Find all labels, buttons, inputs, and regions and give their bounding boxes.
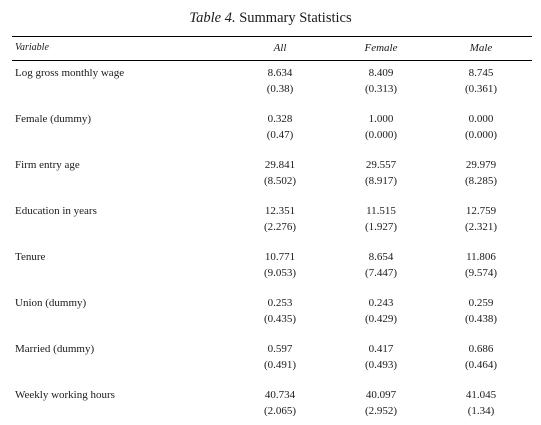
cell-female-mean: 40.097	[365, 389, 397, 401]
cell-male-mean: 0.259	[468, 297, 494, 309]
cell-female-mean: 8.409	[368, 67, 394, 79]
header-rule	[12, 60, 532, 61]
cell-male-mean: 11.806	[466, 251, 496, 263]
row-label: Female (dummy)	[15, 113, 92, 125]
cell-all-sd: (9.053)	[263, 267, 297, 279]
cell-all-mean: 12.351	[264, 205, 296, 217]
cell-all-mean: 0.597	[267, 343, 293, 355]
cell-all-sd: (2.276)	[263, 221, 297, 233]
cell-female-sd: (7.447)	[364, 267, 398, 279]
cell-female-sd: (1.927)	[364, 221, 398, 233]
table-caption: Table 4. Summary Statistics	[0, 10, 541, 27]
cell-male-sd: (0.361)	[464, 83, 498, 95]
cell-female-mean: 11.515	[366, 205, 396, 217]
header-all: All	[273, 42, 287, 54]
cell-all-sd: (2.065)	[263, 405, 297, 417]
header-variable: Variable	[15, 42, 49, 53]
row-label: Firm entry age	[15, 159, 80, 171]
row-label: Weekly working hours	[15, 389, 115, 401]
cell-female-mean: 0.417	[368, 343, 394, 355]
cell-male-mean: 8.745	[468, 67, 494, 79]
cell-male-sd: (9.574)	[464, 267, 498, 279]
cell-male-sd: (1.34)	[467, 405, 495, 417]
cell-female-sd: (0.000)	[364, 129, 398, 141]
header-male: Male	[469, 42, 493, 54]
cell-male-mean: 29.979	[465, 159, 497, 171]
cell-male-sd: (0.438)	[464, 313, 498, 325]
cell-male-mean: 0.000	[468, 113, 494, 125]
cell-all-sd: (0.47)	[266, 129, 294, 141]
row-label: Log gross monthly wage	[15, 67, 125, 79]
cell-female-sd: (0.429)	[364, 313, 398, 325]
cell-female-sd: (0.313)	[364, 83, 398, 95]
cell-all-sd: (0.491)	[263, 359, 297, 371]
row-label: Education in years	[15, 205, 97, 217]
cell-male-mean: 41.045	[465, 389, 497, 401]
row-label: Union (dummy)	[15, 297, 87, 309]
cell-all-sd: (8.502)	[263, 175, 297, 187]
cell-all-mean: 0.328	[267, 113, 293, 125]
cell-all-sd: (0.435)	[263, 313, 297, 325]
cell-female-mean: 0.243	[368, 297, 394, 309]
cell-male-mean: 12.759	[465, 205, 497, 217]
cell-male-mean: 0.686	[468, 343, 494, 355]
table-number: Table 4.	[189, 10, 236, 26]
cell-all-mean: 40.734	[264, 389, 296, 401]
header-female: Female	[364, 42, 398, 54]
cell-male-sd: (0.000)	[464, 129, 498, 141]
row-label: Married (dummy)	[15, 343, 95, 355]
cell-all-mean: 8.634	[267, 67, 293, 79]
cell-all-mean: 10.771	[264, 251, 296, 263]
row-label: Tenure	[15, 251, 46, 263]
cell-all-mean: 0.253	[267, 297, 293, 309]
cell-female-sd: (2.952)	[364, 405, 398, 417]
cell-all-sd: (0.38)	[266, 83, 294, 95]
cell-all-mean: 29.841	[264, 159, 296, 171]
cell-female-mean: 1.000	[368, 113, 394, 125]
cell-male-sd: (0.464)	[464, 359, 498, 371]
cell-male-sd: (2.321)	[464, 221, 498, 233]
table-title: Summary Statistics	[239, 10, 352, 26]
cell-male-sd: (8.285)	[464, 175, 498, 187]
top-rule	[12, 36, 532, 37]
cell-female-mean: 8.654	[368, 251, 394, 263]
cell-female-mean: 29.557	[365, 159, 397, 171]
cell-female-sd: (0.493)	[364, 359, 398, 371]
cell-female-sd: (8.917)	[364, 175, 398, 187]
